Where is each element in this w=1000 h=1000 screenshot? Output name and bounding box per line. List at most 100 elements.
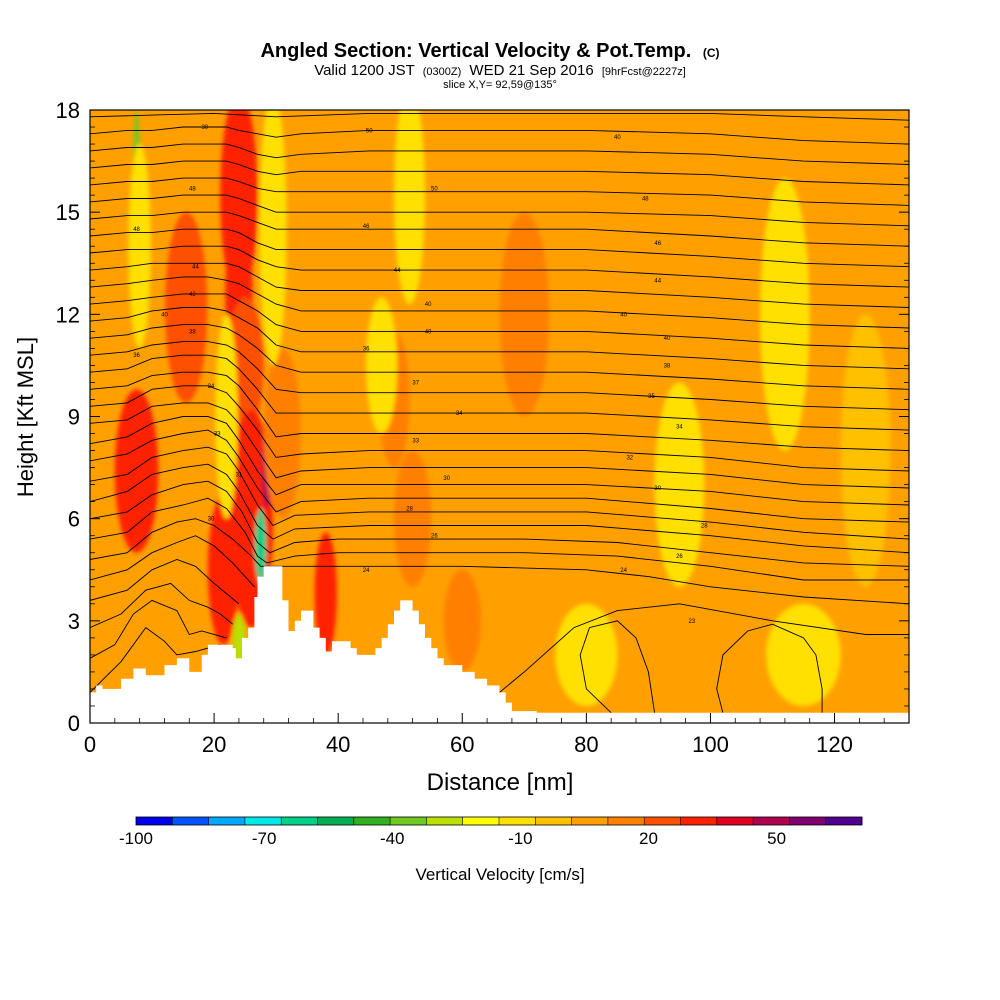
theta-contour-line <box>90 262 909 308</box>
velocity-cell <box>215 314 238 519</box>
contour-label: 30 <box>208 517 215 523</box>
theta-contour-line <box>90 354 909 431</box>
contour-label: 42 <box>189 292 196 298</box>
contour-label: 24 <box>363 568 370 574</box>
theta-contour-line <box>90 480 909 567</box>
x-tick-label: 100 <box>692 732 729 757</box>
chart-subtitle: Valid 1200 JST (0300Z) WED 21 Sep 2016 [… <box>314 62 686 79</box>
contour-label: 50 <box>366 128 373 134</box>
y-tick-label: 3 <box>68 609 80 634</box>
contour-label: 28 <box>701 523 708 529</box>
contour-label: 44 <box>394 268 401 274</box>
theta-contour-line <box>90 211 909 247</box>
theta-contour-line <box>90 497 909 581</box>
theta-contour-line <box>90 177 909 206</box>
theta-contour-line <box>90 402 909 489</box>
y-tick-label: 0 <box>68 711 80 736</box>
colorbar-swatch <box>607 817 645 825</box>
colorbar-swatch <box>825 817 863 825</box>
theta-contour-line <box>90 160 909 186</box>
contour-label: 26 <box>676 554 683 560</box>
y-tick-label: 12 <box>56 302 80 327</box>
chart-title-main: Angled Section: Vertical Velocity & Pot.… <box>260 40 691 62</box>
colorbar: -100 -70 -40 -10 20 50 <box>119 816 863 848</box>
contour-label: 50 <box>431 186 438 192</box>
colorbar-tick-label: -10 <box>508 829 533 848</box>
velocity-cell <box>840 314 891 587</box>
contour-label: 30 <box>654 486 661 492</box>
contour-label: 38 <box>664 363 671 369</box>
theta-contour-line <box>90 371 909 452</box>
velocity-cell <box>207 494 239 645</box>
x-tick-label: 20 <box>202 732 226 757</box>
contour-label: 40 <box>664 336 671 342</box>
contour-labels: 30 50 40 48 50 48 48 46 46 44 44 44 42 40 40 40 38 40 40 36… <box>133 125 708 625</box>
colorbar-swatch <box>317 817 355 825</box>
theta-contour-line <box>90 324 909 390</box>
colorbar-swatch <box>753 817 790 825</box>
theta-contour-line <box>90 429 909 523</box>
y-tick-label: 15 <box>56 200 80 225</box>
subtitle-valid: Valid 1200 JST <box>314 62 414 79</box>
theta-contour-line <box>90 276 909 329</box>
theta-contour-line <box>90 535 255 588</box>
contour-label: 34 <box>676 425 683 431</box>
contour-label: 26 <box>431 534 438 540</box>
subtitle-forecast: [9hrFcst@2227z] <box>602 66 686 78</box>
subtitle-zulu: (0300Z) <box>423 66 462 78</box>
theta-contour-line <box>90 446 909 540</box>
x-tick-label: 120 <box>816 732 853 757</box>
velocity-cell <box>255 508 267 584</box>
subtitle-date: WED 21 Sep 2016 <box>469 62 593 79</box>
velocity-cell <box>314 532 337 655</box>
chart-title: Angled Section: Vertical Velocity & Pot.… <box>260 40 719 62</box>
colorbar-swatch <box>535 817 572 825</box>
theta-contour-line <box>716 623 823 713</box>
colorbar-swatch <box>571 817 609 825</box>
contour-label: 48 <box>642 197 649 203</box>
contour-label: 33 <box>214 432 221 438</box>
velocity-cell <box>220 110 258 298</box>
y-axis-label: Height [Kft MSL] <box>13 337 38 497</box>
contour-label: 36 <box>363 346 370 352</box>
colorbar-tick-label: -100 <box>119 829 153 848</box>
theta-contour-line <box>90 126 909 145</box>
contour-label: 30 <box>201 125 208 131</box>
contour-label: 46 <box>363 224 370 230</box>
colorbar-swatch <box>353 817 391 825</box>
theta-contour-line <box>90 293 909 349</box>
colorbar-tick-label: -40 <box>380 829 405 848</box>
theta-contour-line <box>90 341 909 411</box>
velocity-cell <box>654 382 705 587</box>
contour-label: 48 <box>133 227 140 233</box>
slice-label: slice X,Y= 92,59@135° <box>443 79 557 91</box>
contour-label: 40 <box>425 302 432 308</box>
terrain-mask <box>90 566 909 723</box>
contour-label: 38 <box>189 329 196 335</box>
colorbar-swatch <box>462 817 500 825</box>
theta-contour-line <box>90 112 909 121</box>
theta-contour-line <box>90 463 909 554</box>
contour-label: 34 <box>208 384 215 390</box>
contour-label: 40 <box>614 135 621 141</box>
velocity-cell <box>394 110 426 305</box>
theta-contour-line <box>90 245 909 288</box>
colorbar-swatch <box>208 817 246 825</box>
theta-contours <box>90 112 909 714</box>
contour-label: 24 <box>620 568 627 574</box>
contour-label: 44 <box>654 278 661 284</box>
velocity-cell <box>128 144 151 349</box>
colorbar-swatch <box>644 817 681 825</box>
contour-label: 35 <box>648 394 655 400</box>
contour-label: 30 <box>443 476 450 482</box>
velocity-cell <box>443 569 481 672</box>
colorbar-swatch <box>390 817 427 825</box>
theta-contour-line <box>90 143 909 165</box>
velocity-cell <box>263 348 301 519</box>
theta-contour-line <box>90 194 909 227</box>
contour-label: 36 <box>133 353 140 359</box>
chart-title-unit: (C) <box>703 46 720 60</box>
colorbar-swatch <box>244 817 282 825</box>
